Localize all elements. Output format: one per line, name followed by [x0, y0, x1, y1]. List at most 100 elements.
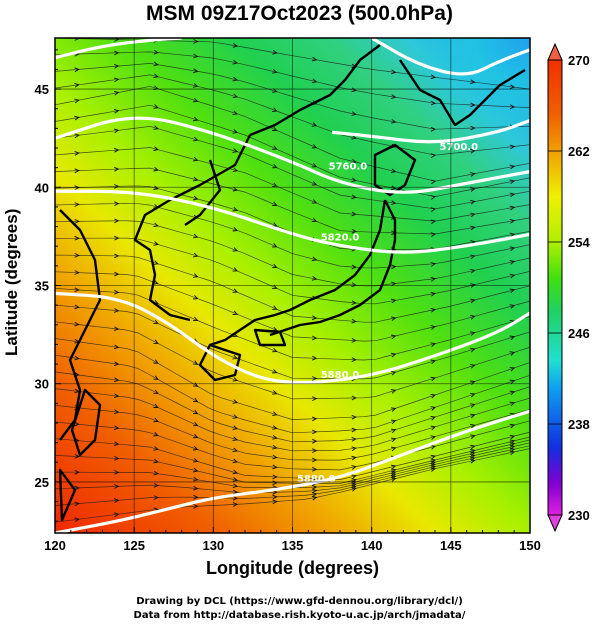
streamline-arrow — [509, 366, 516, 372]
streamline-arrow — [430, 376, 436, 382]
streamline-arrow — [311, 355, 318, 361]
streamline-arrow — [391, 69, 397, 75]
streamline-arrow — [312, 457, 318, 463]
contour-label: 5820.0 — [321, 232, 360, 243]
streamline-arrow — [74, 421, 80, 427]
streamline-arrow — [509, 390, 516, 396]
streamline-arrow — [192, 360, 199, 365]
streamline-arrow — [153, 73, 159, 79]
streamline-arrow — [509, 351, 516, 356]
streamline-arrow — [311, 315, 318, 321]
contour-line — [331, 119, 530, 144]
streamline-arrow — [114, 201, 120, 207]
colorbar-tick-label: 238 — [568, 417, 590, 432]
streamline-arrow — [192, 397, 199, 403]
streamline-arrow — [74, 252, 80, 258]
streamline-arrow — [470, 458, 476, 464]
streamline-arrow — [232, 502, 239, 507]
streamline-arrow — [74, 235, 80, 241]
streamline-arrow — [470, 125, 476, 131]
plot-area: 5700.0 5760.0 5820.0 5880.0 5880.0 — [55, 38, 530, 533]
streamline-arrow — [509, 434, 516, 440]
streamline-arrow — [113, 147, 120, 153]
streamline-arrow — [232, 477, 239, 482]
streamline-arrow — [193, 503, 199, 509]
streamline-arrow — [351, 395, 357, 401]
streamline-arrow — [470, 315, 476, 320]
contour-line — [55, 38, 182, 60]
streamline-arrow — [74, 485, 80, 491]
streamline-arrow — [509, 246, 516, 251]
streamline-arrow — [351, 455, 357, 461]
streamline-arrow — [470, 413, 476, 419]
streamline-arrow — [470, 172, 476, 177]
streamline-arrow — [272, 480, 278, 486]
streamline-arrow — [272, 474, 278, 480]
streamline-arrow — [430, 207, 437, 212]
credit-data: Data from http://database.rish.kyoto-u.a… — [133, 610, 466, 621]
streamline-arrow — [193, 467, 199, 473]
streamline-arrow — [114, 456, 120, 461]
colorbar-tick-label: 254 — [568, 235, 590, 250]
korea-coast — [133, 134, 252, 322]
luzon-coast — [58, 468, 77, 522]
streamline-arrow — [509, 450, 516, 456]
streamline-arrow — [272, 369, 278, 374]
streamline-arrow — [232, 377, 239, 382]
streamline-arrow — [311, 217, 318, 223]
streamline-arrow — [272, 69, 278, 74]
streamline-arrow — [272, 126, 278, 131]
y-tick-label: 25 — [35, 475, 49, 490]
x-tick-label: 145 — [440, 538, 462, 553]
credit-drawing: Drawing by DCL (https://www.gfd-dennou.o… — [136, 596, 463, 607]
streamline-arrow — [114, 218, 120, 224]
streamline-arrow — [470, 331, 476, 336]
contour-label: 5880.0 — [297, 474, 336, 485]
streamline-arrow — [153, 49, 159, 55]
streamline-arrow — [74, 202, 80, 207]
coastlines — [58, 44, 526, 522]
streamline-arrow — [153, 280, 159, 285]
streamline-arrow — [272, 182, 278, 187]
streamline-arrow — [351, 446, 357, 452]
streamline-arrow — [232, 93, 239, 99]
streamline-arrow — [470, 148, 476, 154]
streamline-arrow — [113, 498, 120, 503]
streamline-arrow — [390, 370, 397, 376]
streamline-arrow — [391, 264, 397, 270]
streamline-arrow — [114, 289, 120, 295]
streamline-arrow — [153, 104, 159, 109]
streamline-arrow — [192, 445, 199, 451]
streamline-arrow — [153, 166, 159, 172]
streamline-arrow — [430, 342, 436, 347]
streamline-arrow — [114, 253, 120, 259]
streamline-arrow — [113, 344, 120, 350]
contour-line — [55, 409, 530, 533]
streamline-arrow — [232, 186, 239, 192]
streamline-arrow — [232, 354, 239, 360]
streamline-arrow — [272, 464, 278, 470]
streamline-arrow — [113, 512, 120, 517]
streamline-arrow — [193, 476, 199, 482]
streamline-arrow — [509, 192, 516, 198]
streamline-arrow — [113, 441, 120, 447]
streamline-arrow — [193, 485, 199, 491]
streamline-arrow — [232, 495, 239, 501]
streamline-arrow — [272, 243, 278, 248]
streamline-arrow — [232, 226, 239, 232]
streamline-arrow — [311, 429, 318, 435]
streamline-arrow — [193, 458, 199, 463]
kyushu-coast — [198, 343, 242, 382]
streamline-arrow — [74, 115, 80, 121]
streamline-arrow — [114, 271, 120, 277]
streamline-arrow — [272, 425, 278, 430]
streamline-arrow — [192, 116, 199, 122]
streamline-arrow — [232, 310, 239, 315]
streamline-arrow — [113, 128, 120, 134]
sakhalin-coast — [399, 59, 526, 127]
streamline-arrow — [232, 447, 239, 453]
streamline-arrow — [390, 118, 397, 124]
streamline-arrow — [113, 326, 120, 332]
streamline-arrow — [390, 298, 397, 304]
streamline-arrow — [272, 411, 278, 416]
